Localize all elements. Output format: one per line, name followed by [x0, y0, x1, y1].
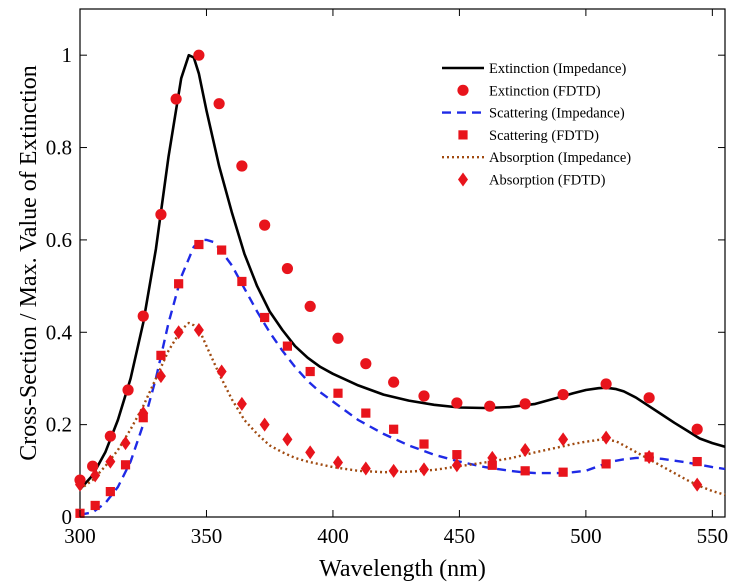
data-point-extinction-fdtd [519, 398, 531, 410]
data-point-extinction-fdtd [600, 378, 612, 390]
data-point-extinction-fdtd [104, 430, 116, 442]
y-tick-label: 0.2 [46, 413, 72, 437]
data-point-scattering-fdtd [90, 500, 100, 511]
plot-area [79, 8, 726, 518]
y-axis-title: Cross-Section / Max. Value of Extinction [16, 65, 42, 461]
data-point-absorption-fdtd [259, 417, 270, 432]
data-point-absorption-fdtd [193, 322, 204, 337]
data-point-scattering-fdtd [333, 388, 343, 398]
data-point-extinction-fdtd [281, 262, 294, 275]
y-tick-label: 1 [62, 43, 73, 67]
y-tick-label: 0 [62, 505, 73, 529]
data-point-absorption-fdtd [520, 443, 531, 458]
legend-label: Extinction (FDTD) [489, 83, 601, 99]
data-point-absorption-fdtd [90, 468, 101, 483]
data-point-absorption-fdtd [692, 477, 703, 492]
data-point-absorption-fdtd [360, 461, 371, 476]
data-point-absorption-fdtd [305, 445, 316, 460]
data-point-scattering-fdtd [558, 467, 568, 477]
data-point-absorption-fdtd [601, 430, 612, 445]
data-point-scattering-fdtd [452, 450, 462, 460]
data-point-absorption-fdtd [388, 463, 399, 478]
data-point-absorption-fdtd [120, 436, 131, 451]
data-point-scattering-fdtd [217, 245, 227, 255]
data-point-scattering-fdtd [260, 312, 270, 323]
data-point-absorption-fdtd [644, 449, 655, 464]
data-point-scattering-fdtd [389, 424, 399, 434]
data-point-absorption-fdtd [451, 458, 462, 473]
data-point-absorption-fdtd [558, 432, 569, 447]
y-tick-label: 0.4 [46, 320, 73, 344]
legend-swatch [457, 84, 469, 96]
legend-swatch [458, 130, 468, 140]
data-point-extinction-fdtd [193, 49, 205, 61]
legend: Extinction (Impedance) Extinction (FDTD) S… [442, 61, 631, 189]
data-point-extinction-fdtd [557, 389, 569, 401]
x-axis-title: Wavelength (nm) [319, 556, 486, 582]
data-point-extinction-fdtd [418, 390, 430, 402]
legend-label: Absorption (FDTD) [489, 173, 606, 189]
data-point-extinction-fdtd [87, 460, 99, 472]
data-point-scattering-fdtd [305, 366, 315, 377]
data-point-extinction-fdtd [643, 392, 655, 404]
data-point-scattering-fdtd [237, 276, 247, 287]
data-point-extinction-fdtd [360, 358, 372, 370]
data-point-extinction-fdtd [155, 208, 167, 221]
legend-label: Scattering (FDTD) [489, 128, 599, 144]
data-point-scattering-fdtd [692, 456, 702, 467]
data-point-scattering-fdtd [487, 460, 497, 470]
legend-swatch [458, 172, 468, 187]
data-point-absorption-fdtd [173, 325, 184, 340]
x-tick-label: 450 [444, 524, 476, 548]
series-layer [74, 49, 726, 518]
legend-label: Scattering (Impedance) [489, 106, 625, 122]
data-point-scattering-fdtd [520, 466, 530, 476]
data-point-extinction-fdtd [236, 160, 248, 172]
data-point-absorption-fdtd [155, 369, 166, 384]
data-point-absorption-fdtd [138, 406, 149, 421]
x-tick-label: 350 [191, 524, 223, 548]
y-tick-label: 0.8 [46, 136, 72, 160]
data-point-scattering-fdtd [105, 487, 115, 497]
data-point-extinction-fdtd [451, 397, 463, 409]
legend-label: Absorption (Impedance) [489, 150, 631, 166]
data-point-extinction-fdtd [170, 93, 182, 105]
data-point-absorption-fdtd [105, 454, 116, 469]
y-tick-label: 0.6 [46, 228, 72, 252]
data-point-scattering-fdtd [361, 408, 371, 418]
data-point-scattering-fdtd [120, 460, 131, 470]
data-point-scattering-fdtd [282, 341, 293, 351]
data-point-absorption-fdtd [216, 364, 227, 379]
x-tick-label: 300 [64, 524, 96, 548]
axis-ticks: 300 350 400 450 500 550 0 0.2 0.4 0.6 0.8 1 [46, 9, 728, 548]
data-point-absorption-fdtd [282, 432, 293, 447]
legend-label: Extinction (Impedance) [489, 61, 626, 77]
data-point-extinction-fdtd [259, 219, 271, 231]
x-tick-label: 400 [317, 524, 349, 548]
data-point-extinction-fdtd [213, 98, 225, 110]
series-line-scattering-impedance [79, 238, 726, 516]
data-point-extinction-fdtd [122, 384, 134, 396]
data-point-absorption-fdtd [333, 455, 343, 470]
data-point-scattering-fdtd [419, 439, 429, 449]
data-point-absorption-fdtd [419, 462, 429, 477]
data-point-extinction-fdtd [388, 376, 400, 388]
series-line-extinction-impedance [79, 53, 726, 491]
data-point-scattering-fdtd [156, 350, 166, 360]
data-point-scattering-fdtd [194, 239, 204, 250]
x-tick-label: 500 [570, 524, 602, 548]
data-point-absorption-fdtd [75, 477, 85, 492]
data-point-scattering-fdtd [601, 459, 611, 469]
data-point-extinction-fdtd [332, 332, 344, 344]
data-point-extinction-fdtd [304, 300, 316, 313]
data-point-extinction-fdtd [137, 310, 149, 322]
data-point-absorption-fdtd [487, 450, 498, 465]
data-point-absorption-fdtd [236, 396, 247, 411]
data-point-scattering-fdtd [174, 279, 184, 289]
data-point-extinction-fdtd [691, 423, 703, 435]
data-point-extinction-fdtd [484, 400, 496, 412]
x-tick-label: 550 [697, 524, 729, 548]
